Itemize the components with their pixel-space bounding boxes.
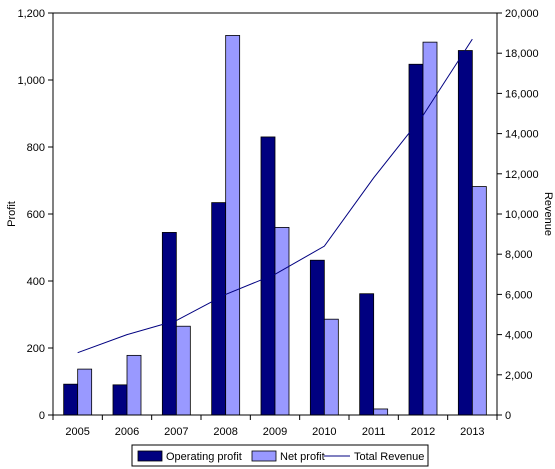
bar-net-profit-2005 — [77, 368, 93, 416]
y-tick-label-left: 400 — [27, 276, 45, 288]
bar-net-profit-2010 — [323, 318, 339, 416]
y-tick-label-right: 0 — [505, 410, 511, 422]
y-axis-title-left: Profit — [6, 201, 18, 227]
bar-operating-profit-2006 — [112, 384, 128, 416]
bar-net-profit-2011 — [373, 408, 389, 416]
legend-swatch-operating-profit — [137, 450, 163, 462]
x-tick-label-2013: 2013 — [460, 426, 484, 438]
y-tick-label-left: 1,200 — [17, 8, 45, 20]
x-tick-label-2008: 2008 — [213, 426, 237, 438]
y-tick-label-right: 2,000 — [505, 370, 533, 382]
x-tick-label-2006: 2006 — [115, 426, 139, 438]
x-tick-label-2009: 2009 — [263, 426, 287, 438]
y-tick-label-left: 800 — [27, 142, 45, 154]
bar-operating-profit-2011 — [359, 293, 375, 416]
y-tick-label-right: 18,000 — [505, 48, 539, 60]
bar-net-profit-2007 — [175, 325, 191, 416]
bar-net-profit-2008 — [225, 35, 241, 416]
x-tick-label-2007: 2007 — [164, 426, 188, 438]
revenue-line-layer — [77, 38, 473, 354]
x-tick-label-2005: 2005 — [65, 426, 89, 438]
y-tick-label-right: 14,000 — [505, 129, 539, 141]
y-axis-title-right: Revenue — [542, 192, 554, 236]
bar-net-profit-2013 — [471, 186, 487, 416]
y-tick-label-left: 200 — [27, 343, 45, 355]
x-tick-label-2012: 2012 — [411, 426, 435, 438]
y-tick-label-left: 1,000 — [17, 75, 45, 87]
y-tick-label-left: 0 — [39, 410, 45, 422]
legend: Operating profit Net profit Total Revenu… — [131, 444, 429, 467]
line-total-revenue — [77, 38, 473, 354]
bar-net-profit-2012 — [422, 41, 438, 416]
y-tick-label-right: 12,000 — [505, 169, 539, 181]
y-tick-label-right: 8,000 — [505, 249, 533, 261]
bar-operating-profit-2012 — [408, 63, 424, 416]
legend-box — [131, 444, 429, 467]
bar-net-profit-2009 — [274, 226, 290, 416]
bar-operating-profit-2005 — [63, 383, 79, 416]
y-tick-label-right: 20,000 — [505, 8, 539, 20]
bar-operating-profit-2009 — [260, 136, 276, 416]
y-tick-label-right: 16,000 — [505, 88, 539, 100]
bar-operating-profit-2013 — [457, 50, 473, 416]
legend-label-total-revenue: Total Revenue — [354, 451, 424, 463]
bars-layer — [63, 35, 487, 416]
y-tick-label-right: 4,000 — [505, 330, 533, 342]
y-tick-label-left: 600 — [27, 209, 45, 221]
y-tick-label-right: 6,000 — [505, 289, 533, 301]
legend-label-operating-profit: Operating profit — [166, 451, 242, 463]
bar-operating-profit-2010 — [309, 259, 325, 416]
axes-layer: 0 200 400 600 800 1,000 1,200 0 2,000 4,000 6,000 8… — [17, 8, 538, 438]
x-tick-label-2011: 2011 — [362, 426, 386, 438]
y-tick-label-right: 10,000 — [505, 209, 539, 221]
legend-label-net-profit: Net profit — [280, 451, 325, 463]
x-tick-label-2010: 2010 — [312, 426, 336, 438]
legend-swatch-net-profit — [251, 450, 277, 462]
bar-operating-profit-2008 — [211, 202, 227, 416]
bar-net-profit-2006 — [126, 354, 142, 416]
